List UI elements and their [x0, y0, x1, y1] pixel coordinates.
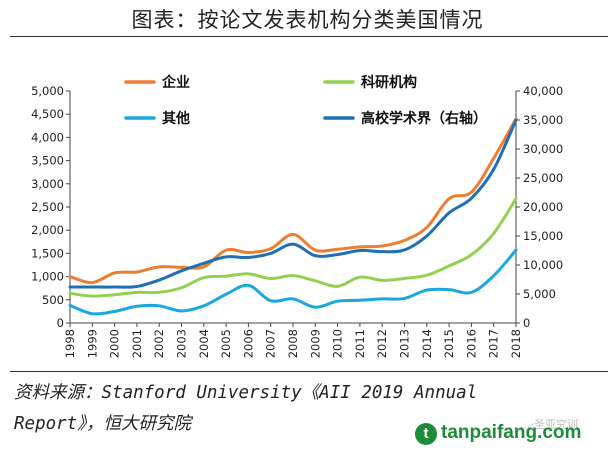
- y-left-tick-label: 1,500: [31, 246, 64, 260]
- x-tick-label: 2014: [420, 329, 434, 358]
- y-left-tick-label: 4,500: [31, 107, 64, 121]
- y-left-tick-label: 3,000: [31, 177, 64, 191]
- x-tick-label: 2004: [197, 329, 211, 358]
- x-tick-label: 2015: [442, 329, 456, 358]
- series-line-academia: [68, 118, 518, 289]
- x-tick-label: 2002: [152, 329, 166, 358]
- y-right-tick-label: 25,000: [523, 171, 563, 185]
- series-lines: [68, 117, 518, 316]
- axes: 0 500 1,000 1,500 2,000 2,500 3,000 3,500 4,000 4…: [31, 84, 563, 358]
- series-line-other: [68, 248, 518, 316]
- x-tick-label: 2012: [375, 329, 389, 358]
- y-right-tick-label: 30,000: [523, 142, 563, 156]
- x-tick-label: 2007: [264, 329, 278, 358]
- watermark-logo-icon: t: [415, 423, 437, 445]
- source-divider: [10, 371, 608, 372]
- watermark-faint-text: ...·圣亚究训: [520, 418, 578, 431]
- y-right-tick-label: 15,000: [523, 229, 563, 243]
- x-tick-label: 2006: [241, 329, 255, 358]
- watermark-text: tanpaifang.com: [441, 422, 582, 443]
- x-tick-label: 2011: [353, 329, 367, 358]
- y-left-tick-label: 0: [57, 316, 64, 330]
- series-line-enterprise: [68, 117, 518, 285]
- y-right-tick-label: 35,000: [523, 113, 563, 127]
- x-tick-label: 2009: [308, 329, 322, 358]
- x-tick-label: 2016: [464, 329, 478, 358]
- y-right-tick-label: 10,000: [523, 258, 563, 272]
- x-tick-label: 1998: [63, 329, 77, 358]
- x-tick-label: 2017: [487, 329, 501, 358]
- x-tick-label: 2001: [130, 329, 144, 358]
- y-left-tick-label: 1,000: [31, 270, 64, 284]
- legend-academia-label: 高校学术界（右轴）: [361, 110, 487, 127]
- x-tick-label: 2008: [286, 329, 300, 358]
- series-line-research-institutes: [68, 197, 518, 298]
- y-left-tick-label: 3,500: [31, 154, 64, 168]
- source-note: 资料来源：Stanford University《AII 2019 Annual…: [14, 383, 478, 434]
- x-tick-label: 2010: [331, 329, 345, 358]
- y-right-tick-label: 5,000: [523, 287, 556, 301]
- legend-other-label: 其他: [162, 110, 190, 127]
- x-tick-label: 2018: [509, 329, 523, 358]
- x-tick-label: 2003: [175, 329, 189, 358]
- y-right-tick-label: 0: [523, 316, 530, 330]
- y-right-tick-label: 40,000: [523, 84, 563, 98]
- y-left-tick-label: 4,000: [31, 130, 64, 144]
- y-left-tick-label: 2,000: [31, 223, 64, 237]
- y-left-tick-label: 500: [42, 293, 64, 307]
- x-tick-label: 2013: [398, 329, 412, 358]
- chart-title: 图表：按论文发表机构分类美国情况: [131, 8, 484, 32]
- line-chart: 0 500 1,000 1,500 2,000 2,500 3,000 3,500 4,000 4…: [31, 74, 563, 358]
- y-left-tick-label: 5,000: [31, 84, 64, 98]
- title-divider: [10, 36, 608, 37]
- legend-enterprise-label: 企业: [161, 74, 190, 91]
- y-left-tick-label: 2,500: [31, 200, 64, 214]
- x-tick-label: 1999: [85, 329, 99, 358]
- legend-research-institutes-label: 科研机构: [361, 74, 417, 91]
- x-tick-label: 2005: [219, 329, 233, 358]
- x-tick-label: 2000: [108, 329, 122, 358]
- y-right-tick-label: 20,000: [523, 200, 563, 214]
